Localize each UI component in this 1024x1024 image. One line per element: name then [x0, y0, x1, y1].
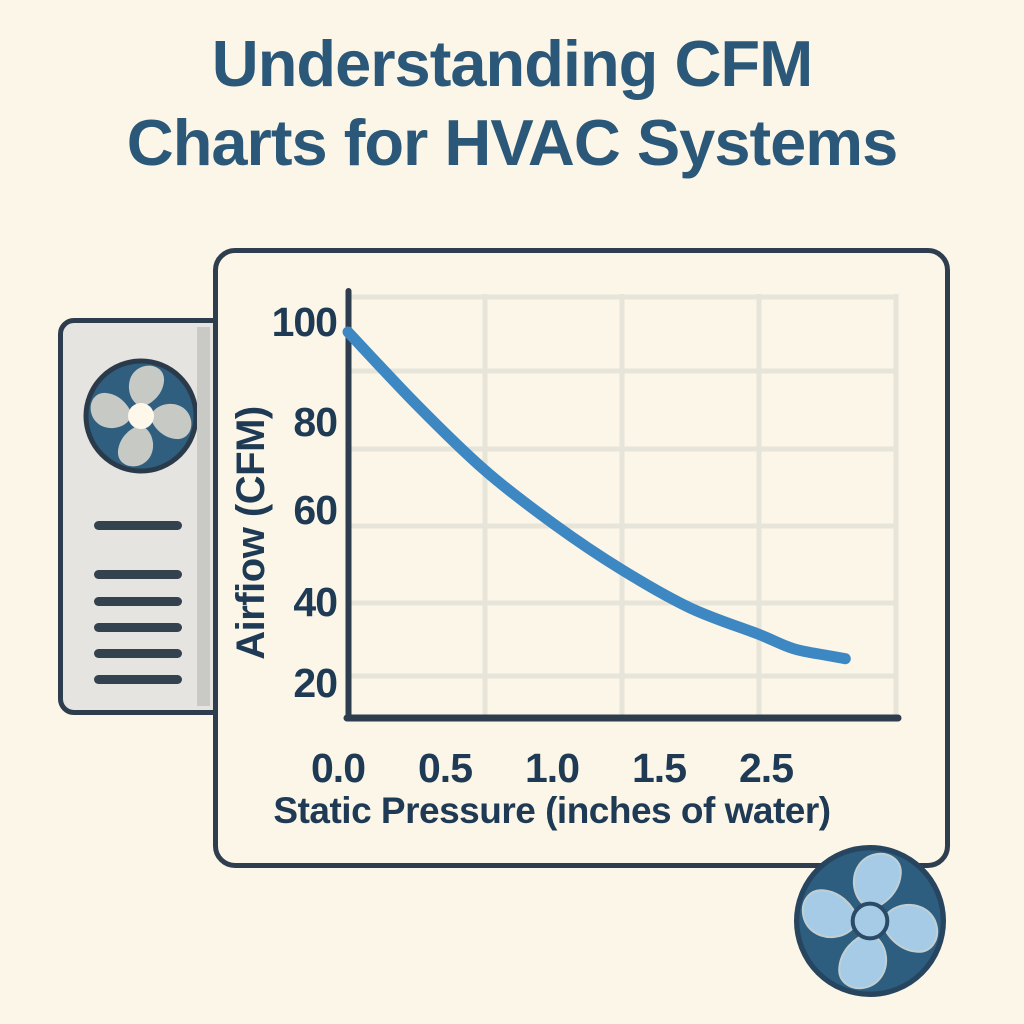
x-tick-label: 0.0	[311, 745, 365, 791]
title-line-2: Charts for HVAC Systems	[126, 106, 898, 180]
page-title: Understanding CFM Charts for HVAC System…	[0, 24, 1024, 183]
fan-hub	[128, 403, 154, 429]
y-tick-label: 60	[293, 487, 337, 533]
vent-slat	[94, 649, 182, 658]
title-line-1: Understanding CFM	[211, 27, 813, 100]
chart-card: 100 80 60 40 20 0.0 0.5 1.0 1.5 2.5 Static Pressu…	[213, 248, 950, 868]
x-tick-label: 0.5	[418, 745, 472, 791]
fan-hub	[850, 901, 890, 941]
vent-slat	[94, 623, 182, 632]
y-tick-label: 20	[293, 660, 337, 706]
fan-blades	[90, 365, 192, 467]
vent-slat	[94, 521, 182, 530]
y-tick-label: 100	[272, 299, 338, 345]
fan-blades	[801, 852, 939, 990]
vent-slat	[94, 675, 182, 684]
x-tick-label: 1.0	[525, 745, 579, 791]
unit-shading	[197, 327, 210, 706]
vent-slat	[94, 597, 182, 606]
hvac-unit-illustration	[58, 318, 230, 715]
vent-slat	[94, 570, 182, 579]
y-tick-label: 80	[293, 399, 337, 445]
fan-icon	[794, 845, 946, 997]
y-axis-title: Airfiow (CFM)	[229, 406, 273, 660]
x-tick-label: 1.5	[632, 745, 686, 791]
y-tick-label: 40	[293, 579, 337, 625]
cfm-line-chart: 100 80 60 40 20 0.0 0.5 1.0 1.5 2.5	[272, 288, 902, 791]
x-axis-title: Static Pressure (inches of water)	[273, 790, 831, 831]
x-tick-label: 2.5	[739, 745, 793, 791]
fan-curve	[342, 326, 851, 665]
fan-icon	[83, 358, 199, 474]
